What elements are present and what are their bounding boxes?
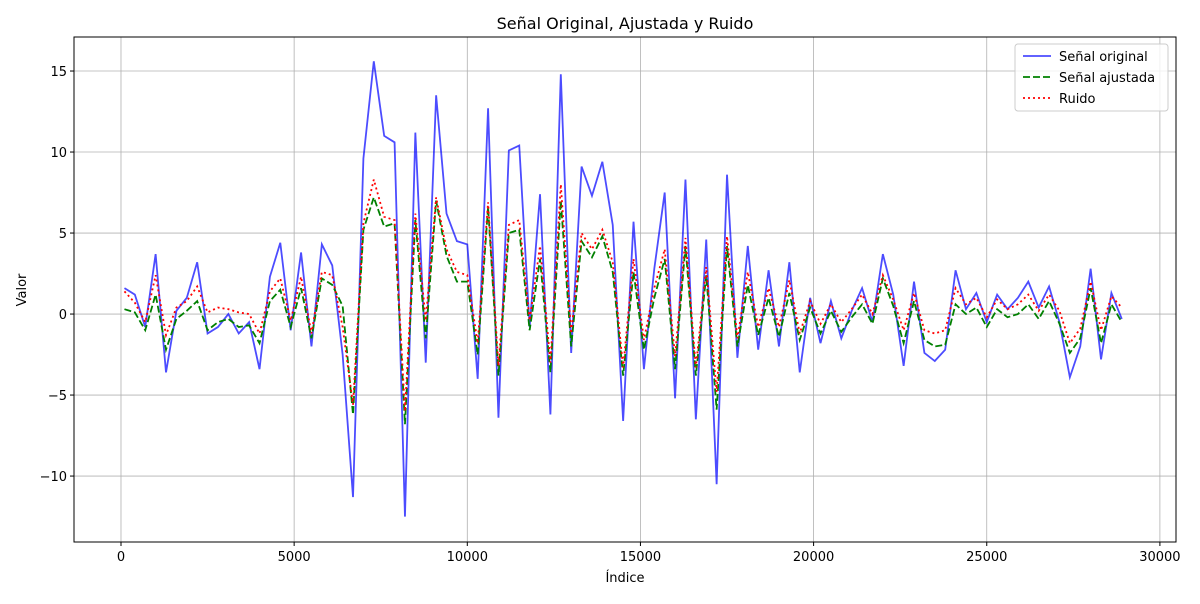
y-tick-label: −5: [48, 389, 67, 404]
x-tick-label: 0: [117, 550, 125, 565]
plot-frame: [73, 36, 1177, 543]
y-tick-label: −10: [40, 470, 67, 485]
x-tick-label: 15000: [620, 550, 661, 565]
x-tick-label: 20000: [793, 550, 834, 565]
x-tick-label: 30000: [1139, 550, 1180, 565]
legend-label: Señal ajustada: [1059, 71, 1155, 86]
x-tick-label: 25000: [966, 550, 1007, 565]
series-line: [124, 194, 1123, 425]
x-tick-label: 10000: [447, 550, 488, 565]
x-tick-label: 5000: [278, 550, 311, 565]
legend-label: Señal original: [1059, 50, 1148, 65]
y-tick-label: 15: [50, 65, 67, 80]
legend-box: [1014, 43, 1169, 112]
x-axis-label: Índice: [605, 570, 644, 586]
series-line: [123, 179, 1123, 412]
y-tick-label: 10: [50, 146, 67, 161]
chart-title: Señal Original, Ajustada y Ruido: [497, 14, 754, 33]
y-tick-label: 5: [59, 227, 67, 242]
legend-label: Ruido: [1059, 92, 1096, 107]
y-tick-label: 0: [59, 308, 67, 323]
y-axis-label: Valor: [15, 273, 30, 306]
